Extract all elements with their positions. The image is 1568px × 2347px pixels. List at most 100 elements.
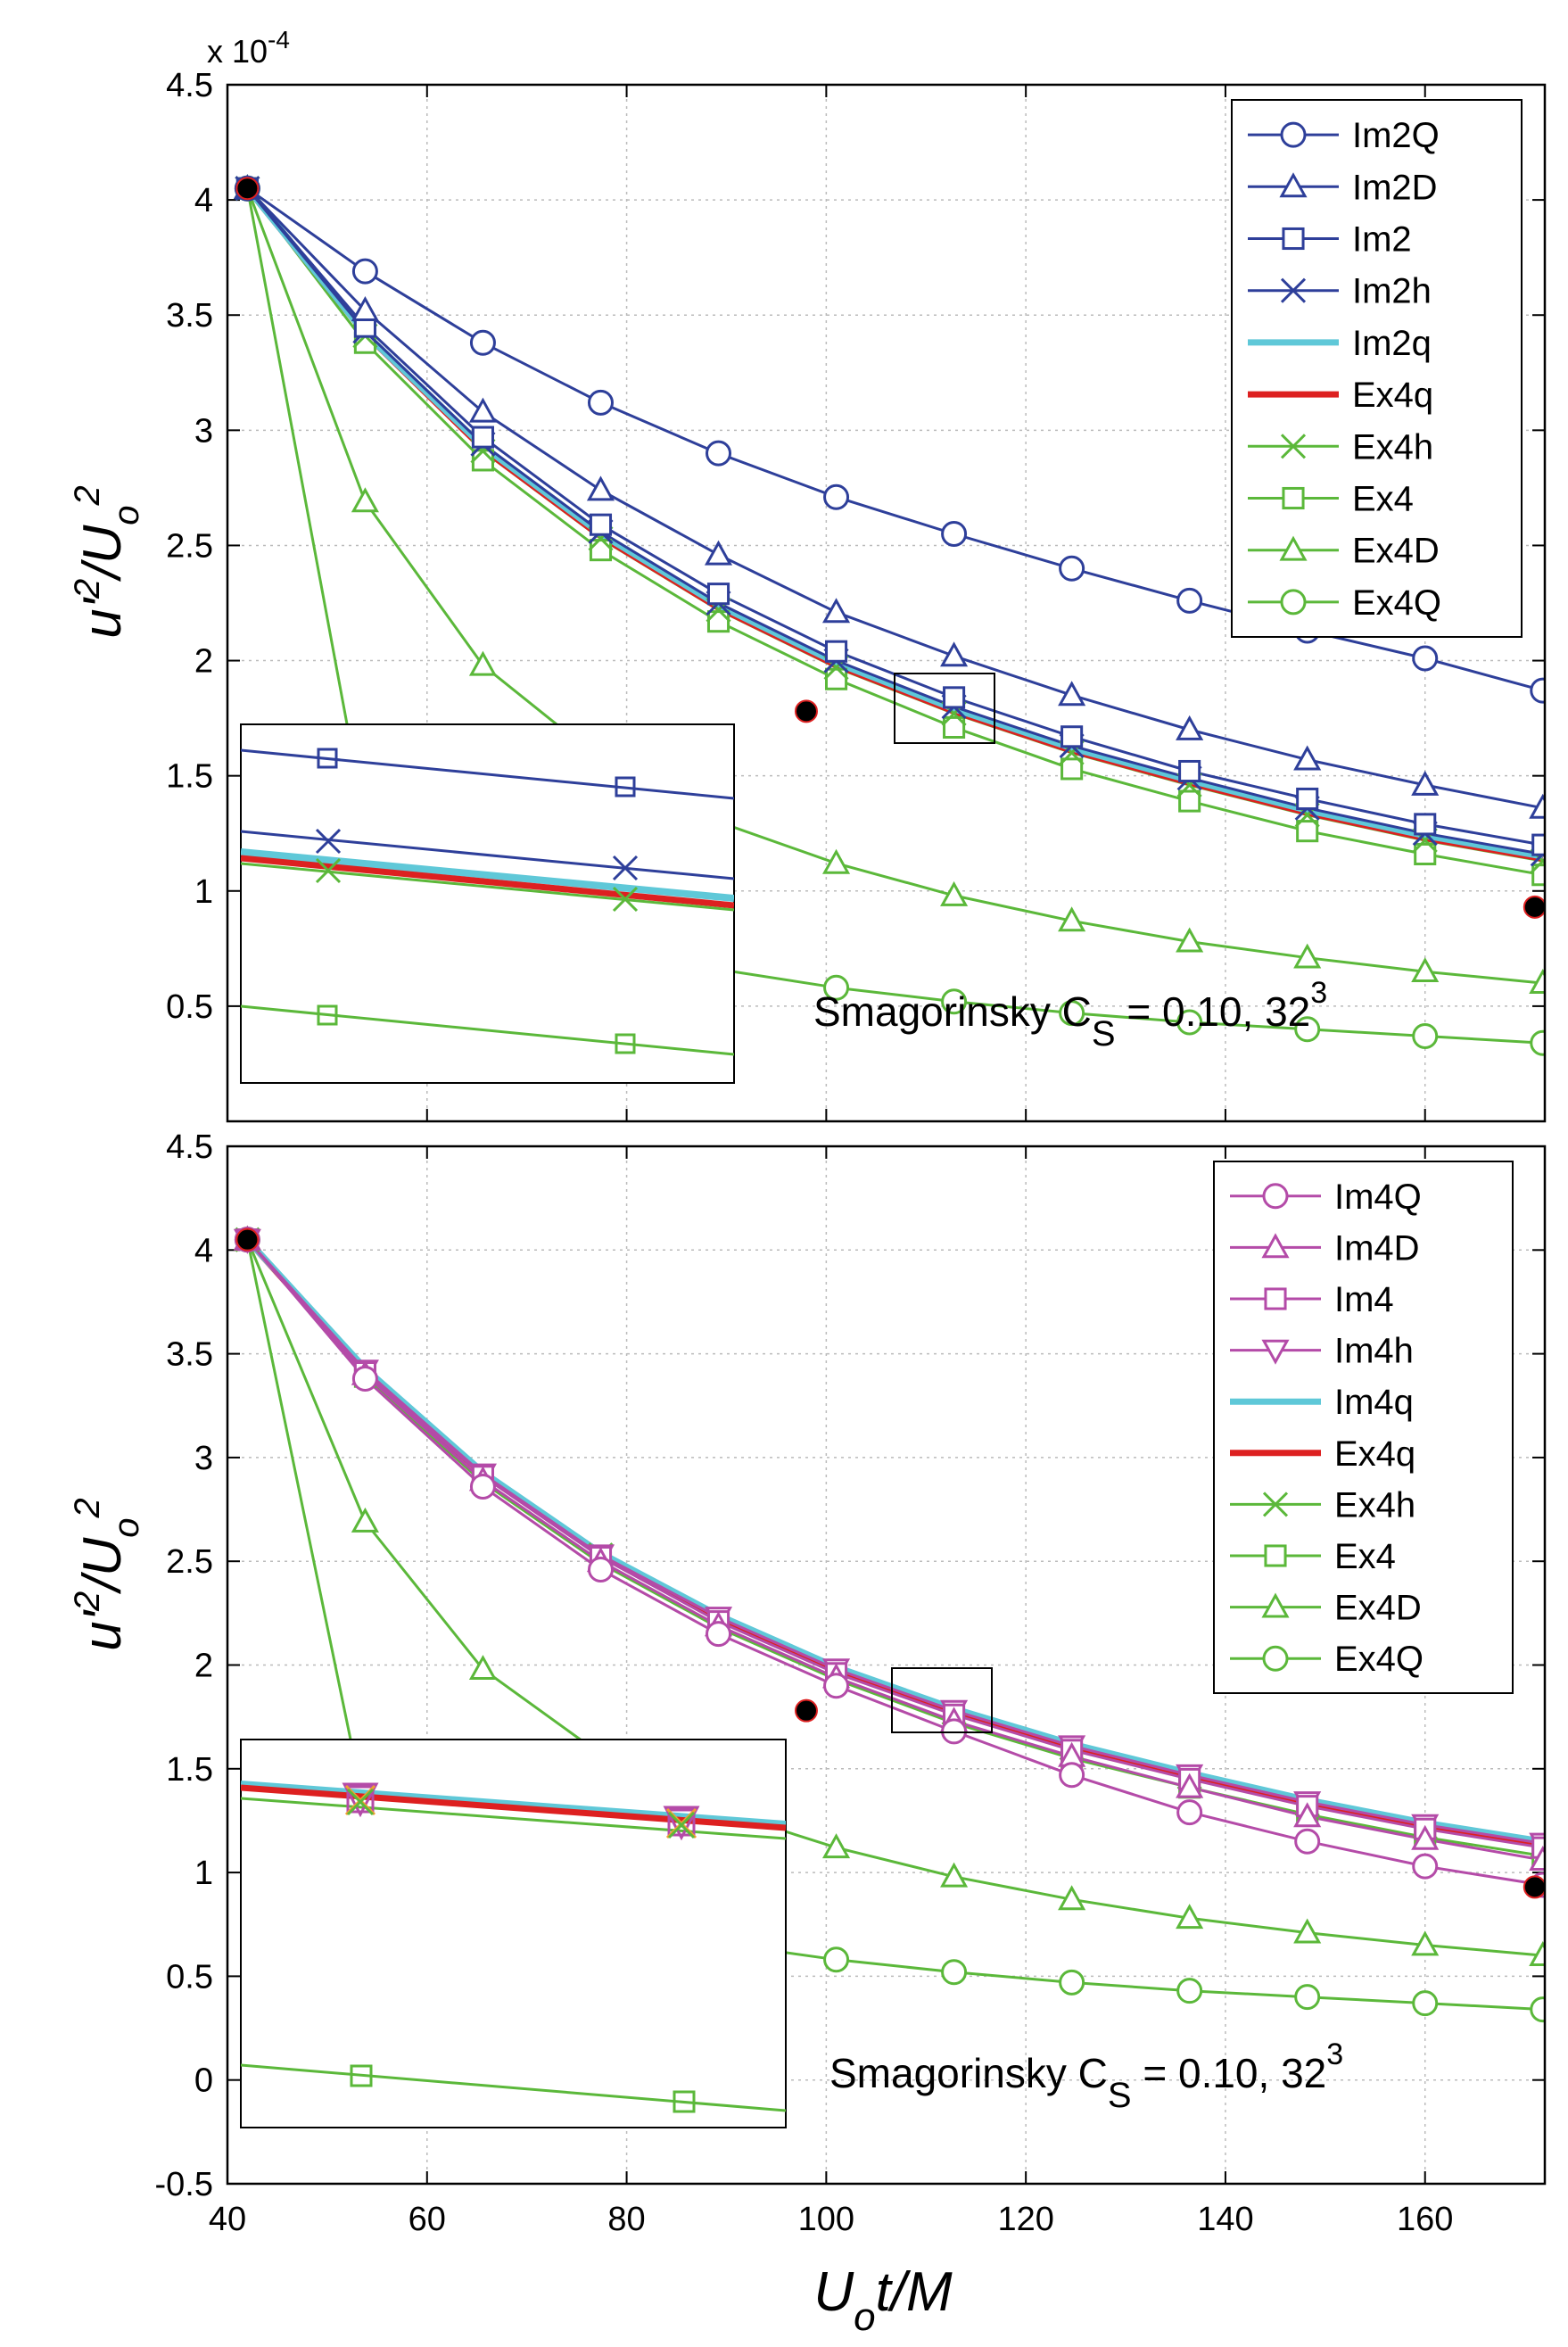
bottom-legend: Im4Q Im4D Im4 Im4h Im4q Ex4q Ex4h Ex4 Ex4D Ex4Q [1213,1161,1514,1694]
marker-Im2Q [941,521,968,548]
marker-Im2Q [351,258,378,285]
legend-label-Im2Q: Im2Q [1352,116,1440,155]
legend-marker-Ex4D [1279,535,1308,561]
marker-Im4Q [941,1718,968,1745]
marker-Im2 [1060,725,1084,748]
marker-Im2D [586,475,615,501]
bottom-y-tick-label: 4 [194,1232,213,1269]
marker-Im2 [589,513,613,536]
inset-ex4-marker [615,1033,636,1054]
top-grid [227,85,1545,1121]
top-frame [226,83,1547,1123]
marker-Im4Q [351,1366,378,1392]
top-y-tick-label: 1.5 [166,758,213,796]
marker-Ex4Q [1176,1978,1203,2004]
marker-Ex4Q [1412,1990,1439,2017]
marker-Ex4Q [823,974,850,1001]
marker-Ex4D [1176,1904,1204,1930]
marker-Im4Q [1176,1799,1203,1826]
marker-Ex4Q [823,1946,850,1973]
legend-label-Ex4Q: Ex4Q [1334,1640,1424,1679]
inset-ex4h-line [241,862,734,912]
marker-Ex4D [1058,1885,1086,1911]
legend-label-Ex4h: Ex4h [1334,1485,1415,1525]
marker-Ex4D [940,880,969,906]
legend-marker-Ex4 [1264,1544,1287,1567]
marker-Ex4D [468,1655,497,1681]
series-line-Ex4D [246,1239,1543,1957]
series-line-Ex4 [246,1238,1544,1857]
bottom-y-tick-label: 1.5 [166,1751,213,1789]
top-y-tick-label: 2 [194,643,213,681]
marker-Ex4D [351,487,379,513]
marker-Ex4D [1529,1941,1545,1967]
legend-label-Im4h: Im4h [1334,1332,1414,1371]
marker-Ex4 [1060,757,1084,781]
x-tick-label: 140 [1197,2201,1253,2238]
marker-Ex4 [1178,789,1201,813]
x-tick-label: 60 [409,2201,446,2238]
legend-marker-Im2 [1282,227,1305,251]
inset-ex4-marker [317,1004,338,1026]
legend-marker-Ex4h [1262,1492,1289,1517]
inset-im2-line [241,748,734,800]
legend-label-Im2q: Im2q [1352,324,1432,363]
marker-Im2Q [587,389,614,416]
x-tick-label: 160 [1397,2201,1453,2238]
bottom-legend-box [1213,1161,1514,1694]
marker-Im2Q [706,440,732,467]
marker-Im2 [943,686,966,709]
marker-Im4Q [469,1473,496,1500]
marker-Ex4Q [1294,1984,1321,2011]
marker-Ex4Q [1059,1000,1085,1027]
legend-label-Im4: Im4 [1334,1280,1394,1319]
top-y-tick-label: 4 [194,182,213,219]
top-y-tick-label: 3 [194,412,213,450]
marker-Im4Q [1059,1762,1085,1789]
marker-Im2Q [823,483,850,510]
marker-Ex4Q [1059,1969,1085,1996]
inset-im4h-marker [342,1782,379,1818]
marker-Im4D [1529,1846,1545,1872]
bottom-y-tick-label: 4.5 [166,1128,213,1166]
top-y-tick-label: 1 [194,873,213,911]
marker-Im2 [1531,833,1545,856]
legend-marker-Im2Q [1280,121,1307,148]
inset-ex4h-marker [612,886,639,913]
bottom-y-tick-label: -0.5 [155,2166,213,2203]
bottom-annotation: Smagorinsky CS = 0.10, 323 [829,2037,1343,2115]
legend-marker-Im4D [1261,1233,1290,1259]
marker-Ex4D [351,1507,379,1533]
marker-Im2Q [1412,645,1439,672]
top-zoom-box [894,673,995,744]
y-axis-label-bottom: u'2/Uo2 [68,1498,146,1651]
x-axis-label: Uot/M [813,2261,953,2339]
legend-label-Im2h: Im2h [1352,272,1432,311]
marker-Im2Q [1059,555,1085,582]
inset-ex4-line [241,1004,734,1056]
inset-im2h-marker [612,855,639,881]
legend-label-Im2: Im2 [1352,220,1412,260]
legend-marker-Im4 [1264,1287,1287,1310]
marker-Im2 [1414,813,1437,836]
marker-Ex4Q [941,988,968,1015]
top-inset-series [241,748,734,1056]
experiment-point [1523,1875,1545,1899]
bottom-panel: 40 60 80 100 120 140 160 -0.5 0 0.5 1 1.5 2 2.5 3 3.5 4 4… [155,1128,1547,2238]
marker-Im2D [1058,681,1086,707]
inset-im2-marker [615,776,636,797]
legend-label-Im4Q: Im4Q [1334,1178,1422,1217]
series-line-Ex4D [245,187,1543,985]
marker-Im2D [822,598,851,624]
marker-Im4D [1411,1824,1440,1850]
bottom-y-tick-label: 3 [194,1440,213,1477]
marker-Ex4 [1531,864,1545,887]
experiment-point [235,1227,260,1252]
marker-Im2Q [1530,677,1545,704]
inset-im2h-marker [315,828,342,855]
marker-Ex4D [940,1862,969,1888]
marker-Ex4 [1414,842,1437,866]
legend-label-Im4D: Im4D [1334,1228,1420,1268]
legend-marker-Im2h [1280,277,1307,303]
